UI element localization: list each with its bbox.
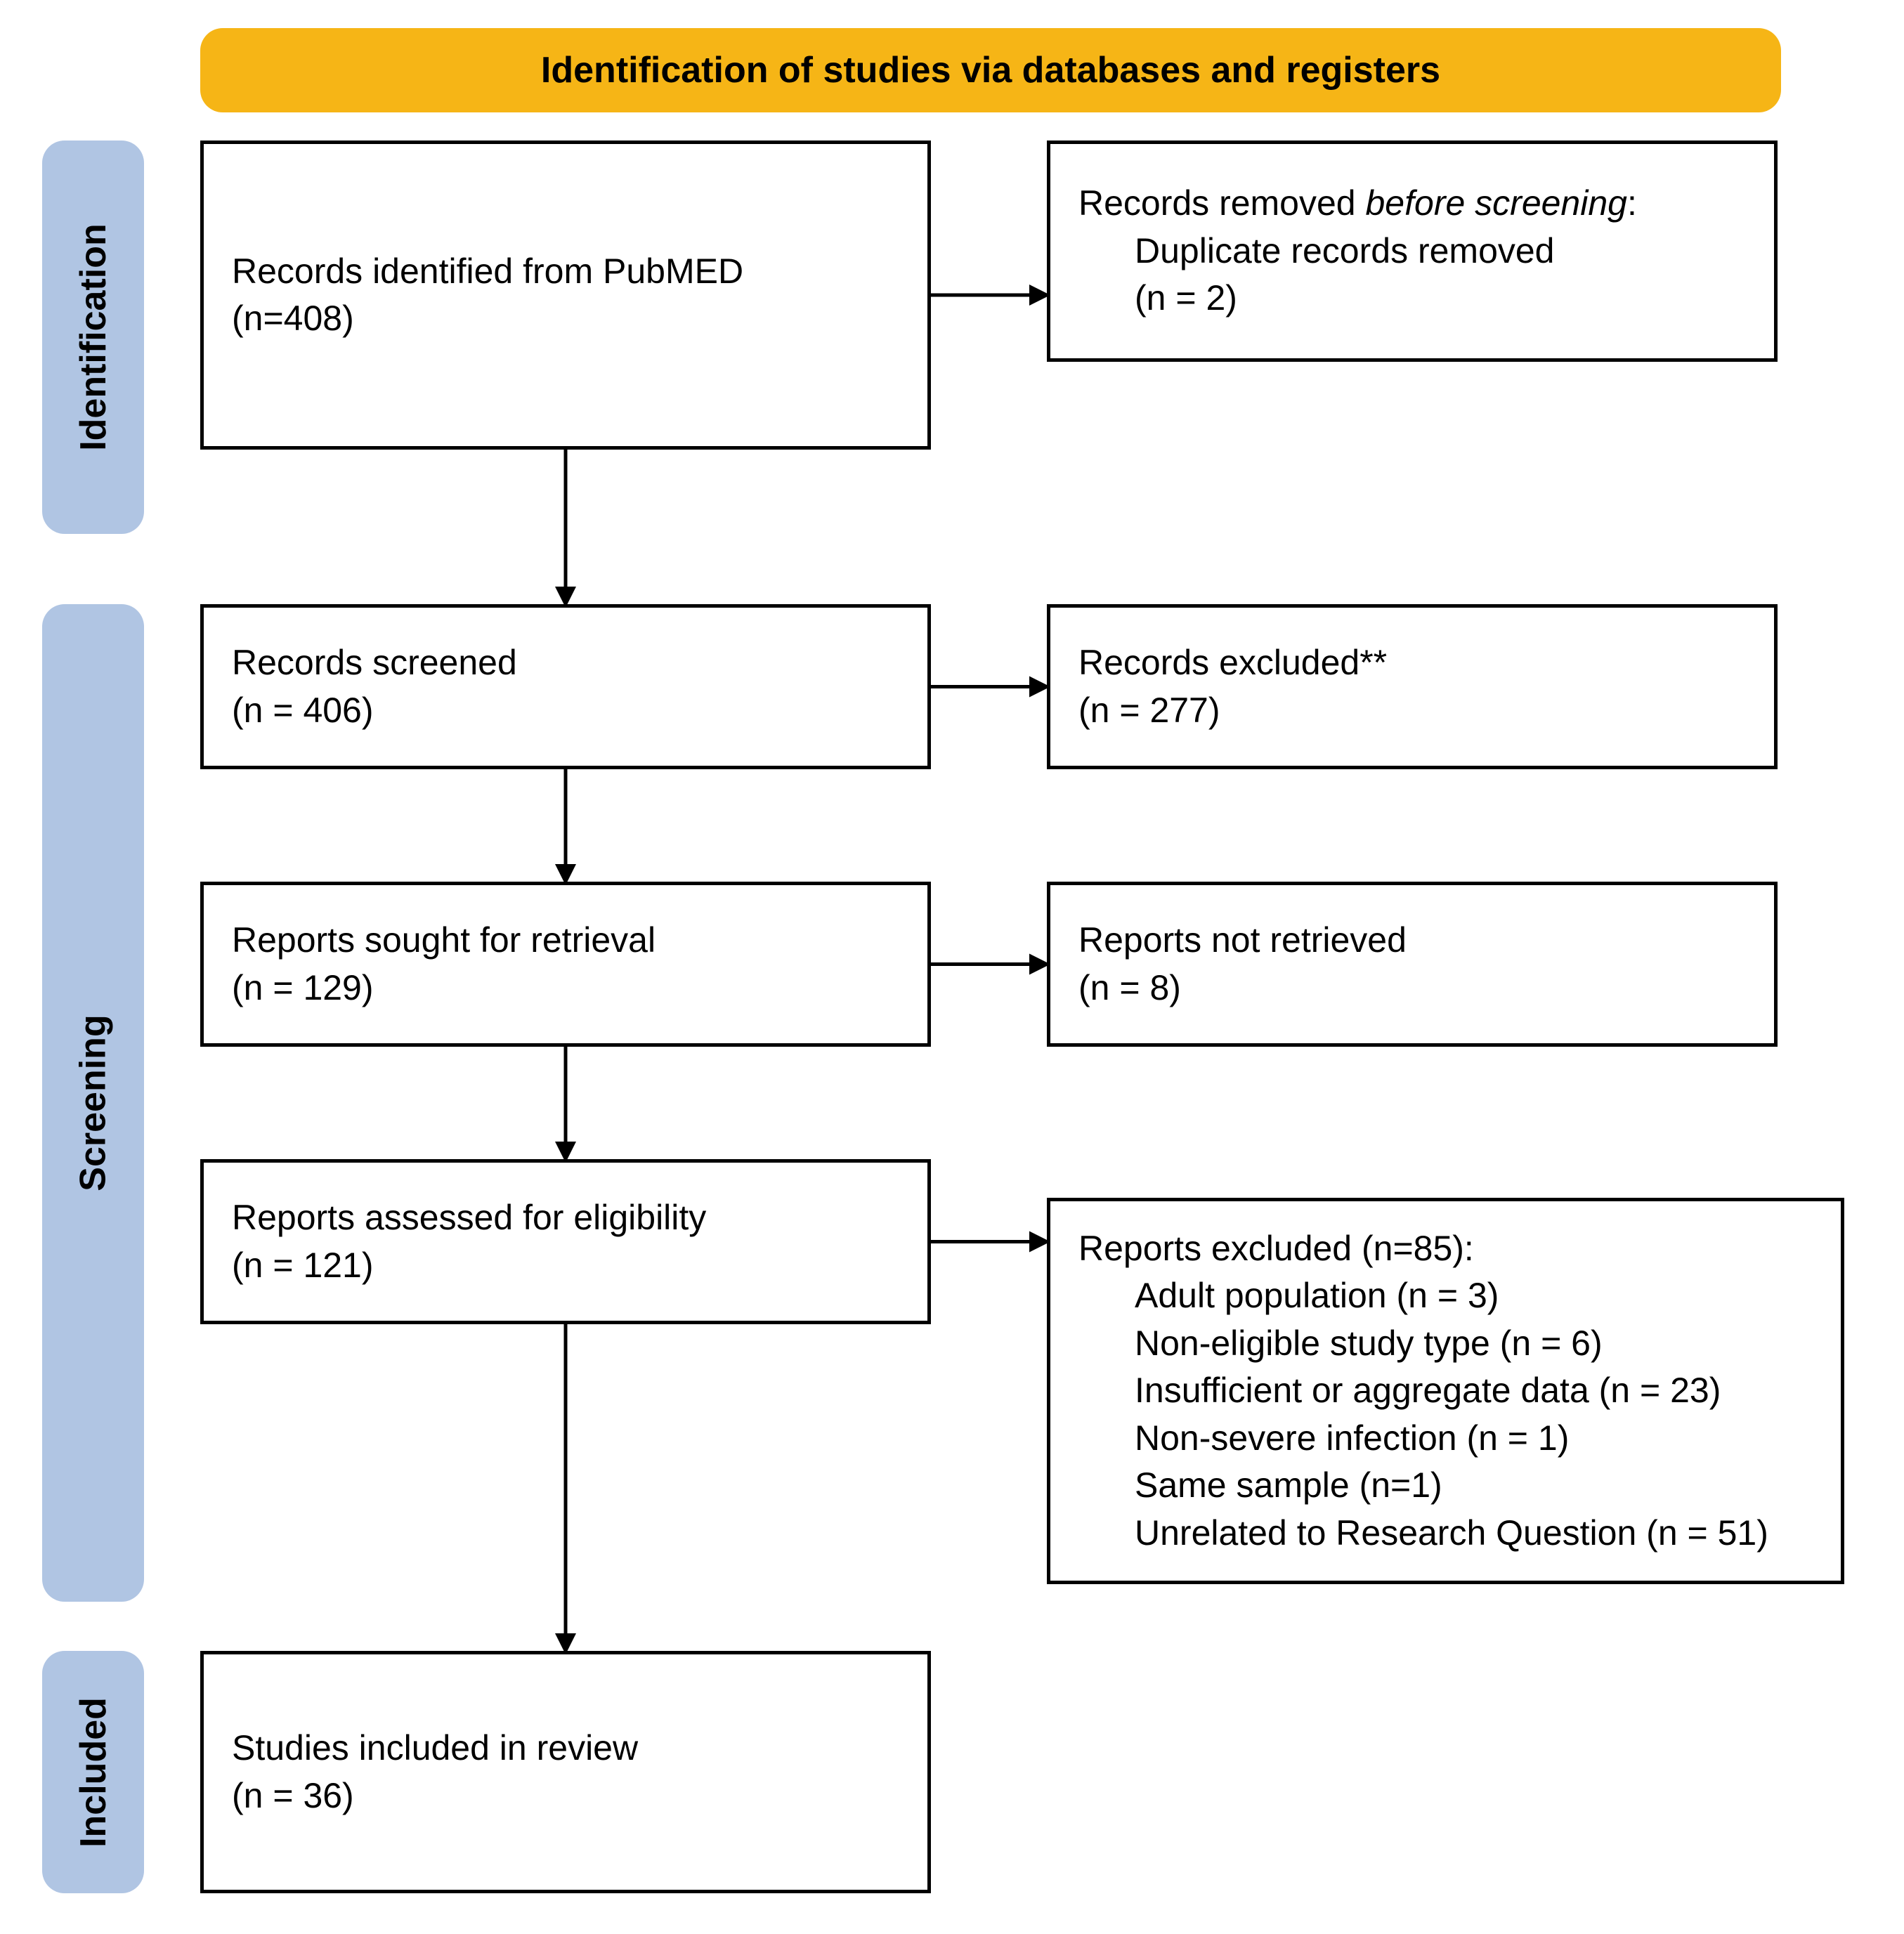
stage-label-screening-text: Screening [72,1014,115,1191]
box-reports-not-retrieved: Reports not retrieved (n = 8) [1047,882,1778,1047]
text-line: Duplicate records removed [1078,228,1746,275]
text-line: (n = 2) [1078,275,1746,322]
text-span-italic: before screening [1366,183,1627,223]
title-banner: Identification of studies via databases … [200,28,1781,112]
box-records-removed-before-screening: Records removed before screening: Duplic… [1047,141,1778,362]
box-reports-excluded-eligibility: Reports excluded (n=85): Adult populatio… [1047,1198,1844,1584]
text-line: (n = 36) [232,1772,899,1820]
text-line: Reports sought for retrieval [232,917,899,965]
text-line: Records identified from PubMED [232,248,899,296]
box-studies-included: Studies included in review (n = 36) [200,1651,931,1893]
text-span: : [1627,183,1637,223]
text-line: Unrelated to Research Question (n = 51) [1078,1510,1813,1557]
text-line: Studies included in review [232,1725,899,1772]
stage-label-identification-text: Identification [72,223,115,451]
box-records-identified: Records identified from PubMED (n=408) [200,141,931,450]
text-line: (n=408) [232,295,899,343]
text-line: Non-eligible study type (n = 6) [1078,1320,1813,1368]
text-line: Records screened [232,639,899,687]
title-banner-text: Identification of studies via databases … [541,49,1440,91]
text-line: Insufficient or aggregate data (n = 23) [1078,1367,1813,1415]
prisma-flowchart: Identification of studies via databases … [28,28,1876,1906]
text-line: Records removed before screening: [1078,180,1746,228]
text-line: Non-severe infection (n = 1) [1078,1415,1813,1463]
stage-label-identification: Identification [42,141,144,534]
stage-label-included-text: Included [72,1697,115,1848]
text-span: Records removed [1078,183,1366,223]
text-line: Reports not retrieved [1078,917,1746,965]
text-line: (n = 406) [232,687,899,735]
text-line: Same sample (n=1) [1078,1462,1813,1510]
text-line: (n = 8) [1078,965,1746,1012]
box-reports-sought: Reports sought for retrieval (n = 129) [200,882,931,1047]
text-line: (n = 277) [1078,687,1746,735]
box-records-excluded: Records excluded** (n = 277) [1047,604,1778,769]
stage-label-included: Included [42,1651,144,1893]
stage-label-screening: Screening [42,604,144,1602]
text-line: Reports excluded (n=85): [1078,1225,1813,1273]
box-reports-assessed: Reports assessed for eligibility (n = 12… [200,1159,931,1324]
text-line: Reports assessed for eligibility [232,1194,899,1242]
text-line: (n = 129) [232,965,899,1012]
text-line: Records excluded** [1078,639,1746,687]
text-line: (n = 121) [232,1242,899,1290]
box-records-screened: Records screened (n = 406) [200,604,931,769]
text-line: Adult population (n = 3) [1078,1272,1813,1320]
